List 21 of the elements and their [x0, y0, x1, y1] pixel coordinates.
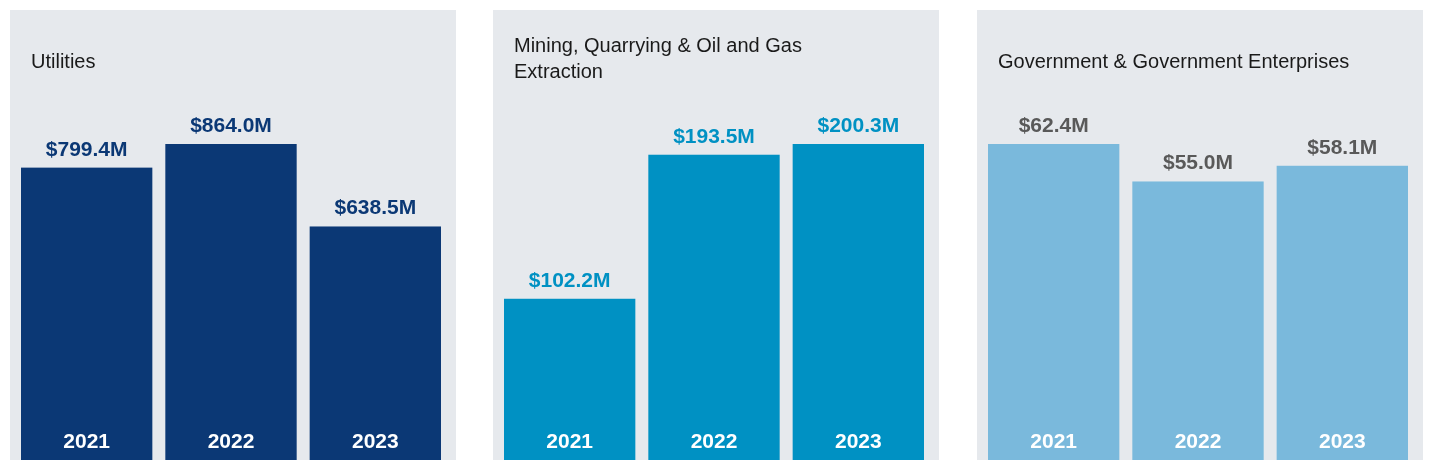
x-tick-label: 2021 — [1030, 429, 1078, 452]
chart-title: Mining, Quarrying & Oil and Gas Extraction — [514, 34, 802, 82]
x-tick-label: 2022 — [207, 429, 255, 452]
chart-title: Utilities — [31, 50, 96, 72]
data-label: $102.2M — [528, 267, 611, 291]
data-label: $799.4M — [45, 136, 128, 160]
x-tick-label: 2021 — [63, 429, 111, 452]
data-label: $62.4M — [1018, 113, 1089, 136]
data-label: $864.0M — [190, 113, 272, 136]
x-tick-label: 2022 — [1174, 429, 1222, 452]
chart-title: Government & Government Enterprises — [998, 50, 1350, 72]
x-tick-label: 2023 — [1318, 429, 1366, 452]
data-label: $55.0M — [1162, 150, 1234, 174]
x-tick-label: 2023 — [351, 429, 399, 452]
x-tick-label: 2023 — [834, 429, 882, 452]
data-label: $200.3M — [817, 113, 900, 136]
data-label: $193.5M — [673, 123, 755, 147]
data-label: $638.5M — [334, 195, 417, 219]
x-tick-label: 2022 — [690, 429, 738, 452]
data-label: $58.1M — [1307, 134, 1378, 158]
x-tick-label: 2021 — [546, 429, 594, 452]
